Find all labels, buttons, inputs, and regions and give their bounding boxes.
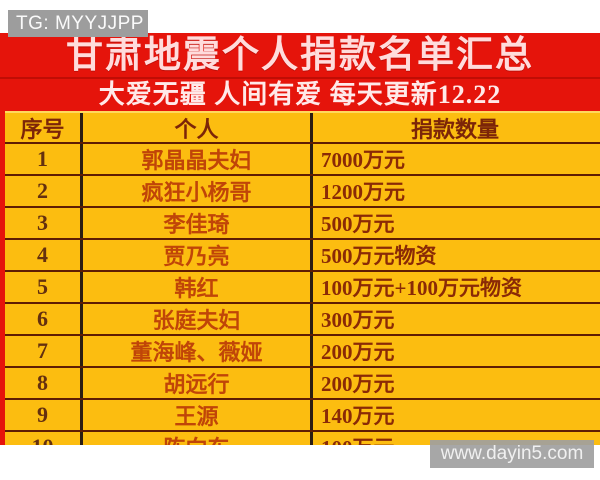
- table-row: 9 王源 140万元: [5, 400, 600, 432]
- donor-name: 王源: [80, 400, 310, 430]
- row-index: 3: [37, 210, 48, 235]
- donation-amount: 140万元: [310, 400, 597, 430]
- poster-red-banner: 甘肃地震个人捐款名单汇总 大爱无疆 人间有爱 每天更新12.22 序号 个人 捐…: [0, 33, 600, 445]
- donor-name: 韩红: [80, 272, 310, 302]
- poster-title: 甘肃地震个人捐款名单汇总: [66, 35, 534, 76]
- donation-table: 序号 个人 捐款数量 1 郭晶晶夫妇 7000万元 2 疯狂小杨哥 1200万元 3 李佳琦 5…: [5, 111, 600, 445]
- table-row: 4 贾乃亮 500万元物资: [5, 240, 600, 272]
- site-watermark-badge: www.dayin5.com: [430, 440, 594, 468]
- row-index: 2: [37, 178, 48, 203]
- donor-name: 陈向东: [80, 432, 310, 445]
- header-name: 个人: [80, 113, 310, 142]
- donor-name: 郭晶晶夫妇: [80, 144, 310, 174]
- donation-amount: 100万元: [310, 432, 597, 445]
- telegram-watermark-badge: TG: MYYJJPP: [8, 10, 148, 37]
- row-index: 5: [37, 274, 48, 299]
- donation-amount: 300万元: [310, 304, 597, 334]
- row-index: 4: [37, 242, 48, 267]
- table-row: 1 郭晶晶夫妇 7000万元: [5, 144, 600, 176]
- donor-name: 李佳琦: [80, 208, 310, 238]
- donor-name: 胡远行: [80, 368, 310, 398]
- row-index: 10: [5, 432, 80, 445]
- header-amount: 捐款数量: [310, 113, 597, 142]
- telegram-watermark-label: TG: MYYJJPP: [16, 13, 144, 34]
- donation-amount: 500万元: [310, 208, 597, 238]
- table-body: 1 郭晶晶夫妇 7000万元 2 疯狂小杨哥 1200万元 3 李佳琦 500万元 4 贾乃亮 500…: [5, 144, 600, 445]
- table-row: 8 胡远行 200万元: [5, 368, 600, 400]
- row-index: 8: [37, 370, 48, 395]
- row-index: 6: [37, 306, 48, 331]
- table-row: 3 李佳琦 500万元: [5, 208, 600, 240]
- donor-name: 张庭夫妇: [80, 304, 310, 334]
- donation-amount: 1200万元: [310, 176, 597, 206]
- title-divider: [0, 77, 600, 79]
- table-row: 2 疯狂小杨哥 1200万元: [5, 176, 600, 208]
- table-row: 7 董海峰、薇娅 200万元: [5, 336, 600, 368]
- row-index: 7: [37, 338, 48, 363]
- poster-subtitle: 大爱无疆 人间有爱 每天更新12.22: [98, 80, 502, 109]
- row-index: 9: [37, 402, 48, 427]
- donor-name: 贾乃亮: [80, 240, 310, 270]
- donation-amount: 200万元: [310, 368, 597, 398]
- header-no: 序号: [20, 116, 65, 142]
- table-row: 5 韩红 100万元+100万元物资: [5, 272, 600, 304]
- donation-amount: 200万元: [310, 336, 597, 366]
- donation-amount: 100万元+100万元物资: [310, 272, 597, 302]
- table-header-row: 序号 个人 捐款数量: [5, 113, 600, 144]
- donor-name: 董海峰、薇娅: [80, 336, 310, 366]
- row-index: 1: [37, 146, 48, 171]
- donation-amount: 500万元物资: [310, 240, 597, 270]
- donation-amount: 7000万元: [310, 144, 597, 174]
- table-row: 6 张庭夫妇 300万元: [5, 304, 600, 336]
- site-watermark-label: www.dayin5.com: [440, 443, 584, 464]
- donor-name: 疯狂小杨哥: [80, 176, 310, 206]
